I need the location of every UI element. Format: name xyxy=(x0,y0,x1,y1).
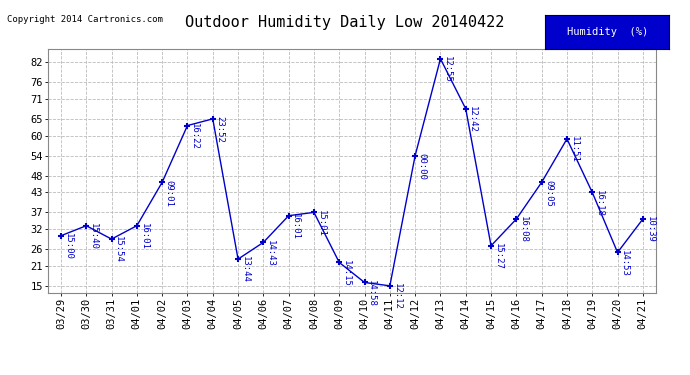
Text: 12:12: 12:12 xyxy=(393,283,402,310)
Text: 11:51: 11:51 xyxy=(569,136,578,163)
Text: Outdoor Humidity Daily Low 20140422: Outdoor Humidity Daily Low 20140422 xyxy=(186,15,504,30)
Text: 14:58: 14:58 xyxy=(367,280,376,307)
Text: 09:05: 09:05 xyxy=(544,180,553,207)
Text: 14:53: 14:53 xyxy=(620,250,629,277)
Text: 16:01: 16:01 xyxy=(139,223,148,250)
Text: 14:43: 14:43 xyxy=(266,240,275,267)
Text: 16:22: 16:22 xyxy=(190,123,199,150)
Text: 09:01: 09:01 xyxy=(165,180,174,207)
Text: 12:55: 12:55 xyxy=(443,56,452,83)
Text: 15:27: 15:27 xyxy=(493,243,502,270)
Text: 16:01: 16:01 xyxy=(291,213,300,240)
Text: 16:18: 16:18 xyxy=(595,190,604,216)
Text: 16:08: 16:08 xyxy=(519,216,528,243)
Text: 23:52: 23:52 xyxy=(215,116,224,143)
Text: 00:00: 00:00 xyxy=(417,153,426,180)
Text: 14:15: 14:15 xyxy=(342,260,351,286)
Text: 13:44: 13:44 xyxy=(241,256,250,284)
Text: 12:42: 12:42 xyxy=(469,106,477,133)
Text: Copyright 2014 Cartronics.com: Copyright 2014 Cartronics.com xyxy=(7,15,163,24)
Text: 15:54: 15:54 xyxy=(114,236,123,263)
Text: 15:01: 15:01 xyxy=(317,210,326,237)
Text: 15:00: 15:00 xyxy=(63,233,72,260)
Text: 10:39: 10:39 xyxy=(645,216,654,243)
Text: 15:40: 15:40 xyxy=(89,223,98,250)
Text: Humidity  (%): Humidity (%) xyxy=(566,27,648,37)
